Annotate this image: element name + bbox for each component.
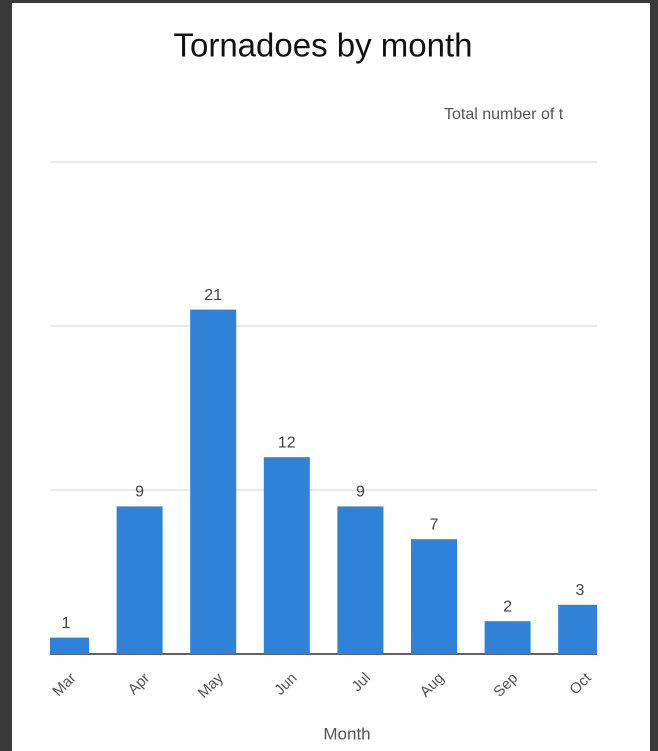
bar [558,604,597,654]
legend-bg [440,100,600,130]
data-label: 12 [278,434,296,451]
bar [484,621,531,654]
data-label: 2 [503,598,512,615]
legend-entry: Total number of t [444,106,564,123]
bar [263,457,310,654]
data-label: 9 [356,484,365,501]
data-label: 7 [430,516,439,533]
data-label: 9 [135,484,144,501]
bar [116,506,163,654]
data-label: 3 [576,582,585,599]
bar [50,637,89,654]
data-label: 1 [62,615,71,632]
x-axis-label: Month [323,724,370,743]
chart-title: Tornadoes by month [173,27,472,64]
bar [337,506,384,654]
bar [411,539,457,654]
bar [190,309,237,654]
data-label: 21 [204,287,222,304]
